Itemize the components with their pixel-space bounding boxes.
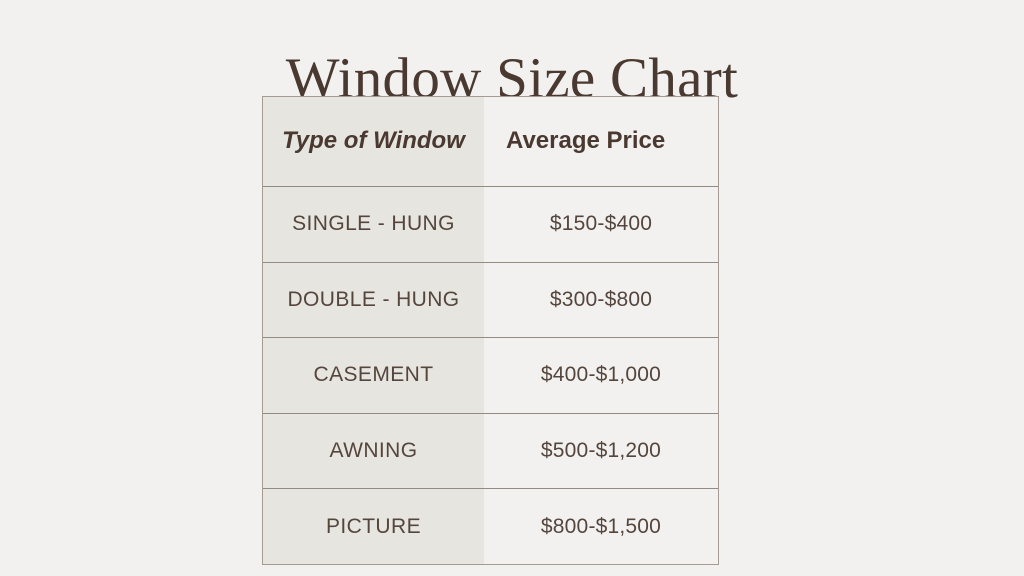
average-price-label: $400-$1,000	[540, 363, 662, 387]
cell-average-price: $500-$1,200	[484, 412, 718, 489]
window-type-label: SINGLE - HUNG	[292, 212, 455, 236]
header-cell-average-price: Average Price	[484, 97, 718, 186]
table-row: AWNING $500-$1,200	[263, 412, 718, 489]
window-price-table: Type of Window Average Price SINGLE - HU…	[262, 96, 719, 565]
header-cell-type-of-window: Type of Window	[263, 97, 484, 186]
table-row: SINGLE - HUNG $150-$400	[263, 186, 718, 262]
window-type-label: AWNING	[329, 439, 418, 463]
header-label-type-of-window: Type of Window	[282, 127, 465, 155]
cell-window-type: AWNING	[263, 412, 484, 489]
cell-average-price: $300-$800	[484, 261, 718, 338]
cell-window-type: PICTURE	[263, 488, 484, 564]
table-row: CASEMENT $400-$1,000	[263, 337, 718, 413]
header-label-average-price: Average Price	[506, 127, 666, 155]
table-header-row: Type of Window Average Price	[263, 97, 718, 186]
window-type-label: PICTURE	[326, 514, 421, 538]
cell-average-price: $800-$1,500	[484, 488, 718, 564]
average-price-label: $150-$400	[549, 212, 653, 236]
average-price-label: $300-$800	[549, 287, 653, 311]
cell-average-price: $400-$1,000	[484, 337, 718, 413]
cell-window-type: CASEMENT	[263, 337, 484, 413]
table-row: DOUBLE - HUNG $300-$800	[263, 261, 718, 338]
average-price-label: $800-$1,500	[540, 514, 662, 538]
cell-window-type: DOUBLE - HUNG	[263, 261, 484, 338]
window-type-label: CASEMENT	[313, 363, 434, 387]
window-type-label: DOUBLE - HUNG	[287, 287, 460, 311]
table-row: PICTURE $800-$1,500	[263, 488, 718, 564]
average-price-label: $500-$1,200	[540, 439, 662, 463]
cell-average-price: $150-$400	[484, 186, 718, 262]
cell-window-type: SINGLE - HUNG	[263, 186, 484, 262]
